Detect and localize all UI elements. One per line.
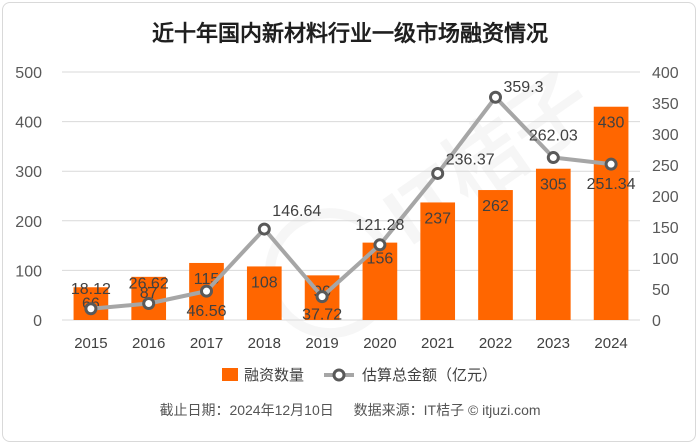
x-axis-ticks: 2015 2016 2017 2018 2019 2020 2021 2022 2023 2024: [74, 335, 628, 352]
bar: [535, 168, 571, 320]
line-point: [257, 222, 271, 236]
x-tick-label: 2021: [421, 335, 454, 352]
left-tick-label: 100: [15, 263, 42, 280]
x-tick-label: 2022: [479, 335, 512, 352]
left-tick-label: 300: [15, 164, 42, 181]
x-tick-label: 2016: [132, 335, 165, 352]
bar-series: [73, 106, 629, 320]
chart-frame: [2, 2, 696, 442]
x-tick-label: 2024: [594, 335, 627, 352]
line-point: [373, 238, 387, 252]
right-tick-label: 150: [652, 220, 679, 237]
line-value-label: 18.12: [71, 281, 111, 298]
bar: [593, 106, 629, 320]
right-tick-label: 100: [652, 251, 679, 268]
bar-value-label: 156: [367, 251, 394, 268]
bar-value-label: 237: [424, 210, 451, 227]
right-tick-label: 300: [652, 127, 679, 144]
bar-value-label: 430: [598, 115, 625, 132]
x-tick-label: 2019: [305, 335, 338, 352]
footer: 截止日期：2024年12月10日 数据来源：IT桔子 © itjuzi.com: [0, 400, 700, 420]
x-tick-label: 2017: [190, 335, 223, 352]
bar-value-label: 87: [140, 285, 158, 302]
line-value-label: 236.37: [446, 151, 495, 168]
line-path: [90, 95, 612, 311]
line-point: [489, 90, 502, 104]
right-tick-label: 250: [652, 158, 679, 175]
x-tick-label: 2018: [248, 335, 281, 352]
line-point: [142, 296, 156, 310]
line-value-label: 146.64: [272, 203, 321, 220]
bar: [478, 190, 513, 320]
line-point: [546, 151, 560, 165]
bar-labels: 668711510890156237262305430: [82, 115, 625, 313]
left-tick-label: 500: [15, 65, 42, 82]
left-tick-label: 400: [15, 115, 42, 132]
right-tick-label: 400: [652, 65, 679, 82]
legend-label-bar: 融资数量: [244, 367, 304, 384]
combo-chart: 0 100 200 300 400 500 0 50 100 150 200 250 300 350 40…: [15, 65, 679, 384]
x-tick-label: 2015: [74, 335, 107, 352]
bar: [420, 202, 456, 320]
right-tick-label: 350: [652, 96, 679, 113]
line-value-label: 251.34: [587, 176, 636, 193]
legend-swatch-marker: [332, 368, 346, 382]
chart-title: 近十年国内新材料行业一级市场融资情况: [151, 21, 548, 46]
x-tick-label: 2020: [363, 335, 396, 352]
left-tick-label: 200: [15, 214, 42, 231]
left-axis-ticks: 0 100 200 300 400 500: [15, 65, 42, 330]
bar: [246, 266, 282, 320]
legend-label-line: 估算总金额（亿元）: [362, 366, 497, 384]
bar-value-label: 262: [482, 198, 509, 215]
left-tick-label: 0: [33, 313, 42, 330]
x-tick-label: 2023: [537, 335, 570, 352]
right-axis-ticks: 0 50 100 150 200 250 300 350 400: [652, 65, 679, 330]
line-series: [84, 90, 618, 316]
footer-source: 数据来源：IT桔子 © itjuzi.com: [353, 402, 541, 418]
legend-swatch-bar: [222, 368, 238, 381]
line-point: [84, 302, 98, 316]
line-value-label: 46.56: [186, 303, 226, 320]
line-value-label: 26.62: [129, 275, 169, 292]
right-tick-label: 50: [652, 282, 670, 299]
legend: 融资数量 估算总金额（亿元）: [222, 366, 497, 384]
footer-date: 截止日期：2024年12月10日: [159, 402, 334, 418]
bar-value-label: 305: [540, 177, 567, 194]
line-value-label: 37.72: [302, 307, 342, 324]
right-tick-label: 0: [652, 313, 661, 330]
line-point: [315, 290, 329, 304]
bar-value-label: 108: [251, 274, 278, 291]
line-point: [604, 157, 618, 171]
line-labels: 18.12 26.62 46.56 146.64 37.72 121.28 236.37 35…: [71, 79, 636, 323]
line-value-label: 121.28: [355, 217, 404, 234]
line-point: [200, 284, 213, 298]
line-point: [431, 166, 445, 180]
line-value-label: 359.3: [504, 79, 544, 96]
line-value-label: 262.03: [529, 128, 578, 145]
right-tick-label: 200: [652, 189, 679, 206]
